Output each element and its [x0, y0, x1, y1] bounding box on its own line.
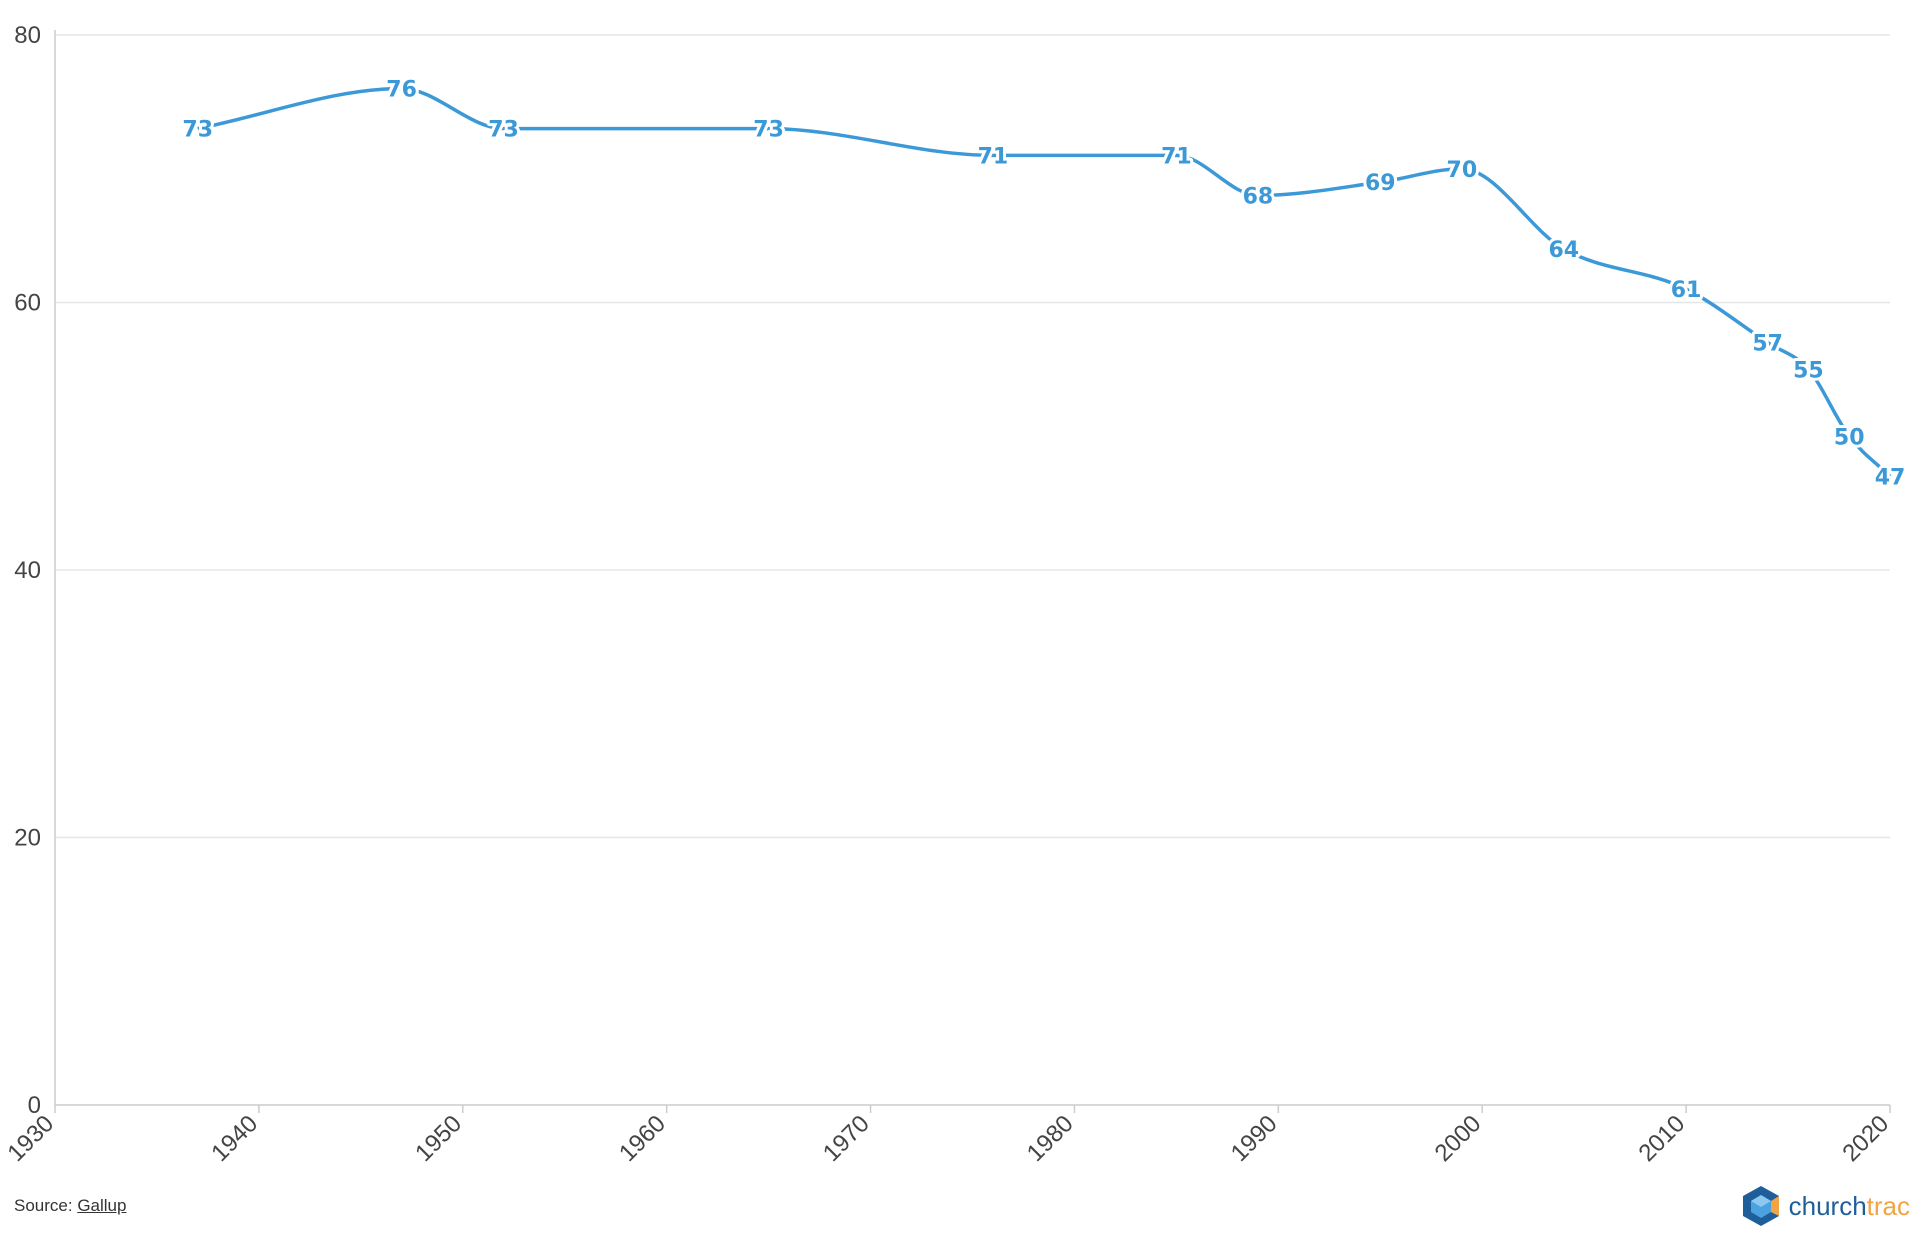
x-tick-label: 1930: [2, 1110, 59, 1167]
y-axis-tick-labels: 0 20 40 60 80: [14, 22, 41, 1119]
x-tick-label: 1960: [614, 1110, 671, 1167]
data-label: 70: [1447, 158, 1478, 183]
source-note: Source: Gallup: [14, 1196, 126, 1216]
data-label: 50: [1834, 425, 1865, 450]
x-axis-tick-labels: 1930 1940 1950 1960 1970 1980 1990 2000 2010 2020: [2, 1110, 1894, 1167]
brand-name-part1: church: [1788, 1190, 1867, 1221]
x-tick-label: 1990: [1226, 1110, 1283, 1167]
data-label: 76: [386, 78, 417, 103]
x-tick-label: 1950: [410, 1110, 467, 1167]
data-label: 71: [1161, 144, 1192, 169]
y-tick-label: 60: [14, 290, 41, 317]
x-tick-label: 2000: [1430, 1110, 1487, 1167]
line-chart: 0 20 40 60 80 1930 1940 1950 1960 1970 1980 1990 20…: [2, 22, 1908, 1167]
brand-logo: churchtrac: [1739, 1184, 1910, 1228]
x-tick-label: 1940: [206, 1110, 263, 1167]
hexagon-cube-icon: [1742, 1186, 1779, 1226]
source-link[interactable]: Gallup: [77, 1196, 127, 1215]
y-tick-label: 80: [14, 22, 41, 49]
y-tick-label: 20: [14, 825, 41, 852]
data-label: 73: [753, 118, 784, 143]
data-label: 71: [978, 144, 1009, 169]
data-label: 68: [1243, 185, 1274, 210]
data-label: 57: [1752, 332, 1783, 357]
x-tick-label: 2020: [1837, 1110, 1894, 1167]
axes: [54, 30, 1891, 1113]
y-tick-label: 0: [28, 1092, 41, 1119]
data-label: 61: [1671, 278, 1702, 303]
y-tick-label: 40: [14, 557, 41, 584]
grid-lines: [55, 34, 1890, 839]
x-tick-label: 1980: [1022, 1110, 1079, 1167]
x-tick-label: 1970: [818, 1110, 875, 1167]
source-prefix: Source:: [14, 1196, 78, 1215]
x-tick-label: 2010: [1634, 1110, 1691, 1167]
data-label: 73: [488, 118, 519, 143]
series-line: [197, 86, 1892, 478]
data-label: 55: [1793, 358, 1824, 383]
data-label: 69: [1365, 171, 1396, 196]
data-labels: 73 76 73 73 71 71 68 69 70 64 61 57 55 50 47: [179, 75, 1908, 494]
data-label: 73: [182, 118, 213, 143]
brand-name-part2: trac: [1866, 1190, 1910, 1221]
data-label: 64: [1548, 238, 1579, 263]
data-label: 47: [1875, 465, 1906, 490]
brand-name: churchtrac: [1789, 1191, 1910, 1222]
